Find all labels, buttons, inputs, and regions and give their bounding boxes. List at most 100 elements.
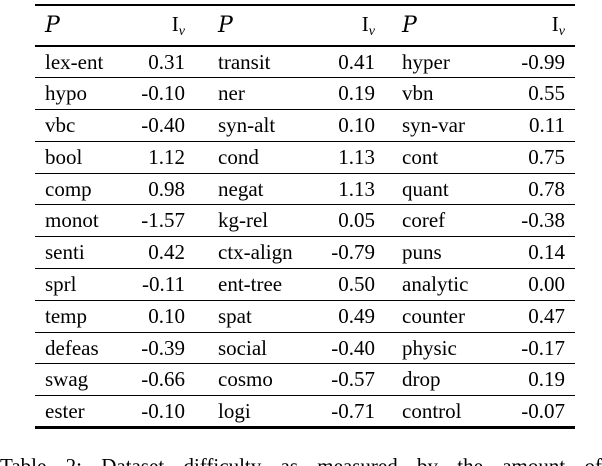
script-p-header: P xyxy=(375,5,500,47)
caption-word: the xyxy=(457,454,483,466)
table-row: comp 0.98 negat 1.13 quant 0.78 xyxy=(35,173,575,205)
phenomenon-cell: hyper xyxy=(402,49,450,74)
iv-value-cell: -0.99 xyxy=(521,49,565,74)
phenomenon-cell: ent-tree xyxy=(218,271,283,296)
phenomenon-cell: coref xyxy=(402,208,446,233)
iv-value-cell: 0.78 xyxy=(528,176,565,201)
iv-value-cell: 0.41 xyxy=(338,49,375,74)
phenomenon-cell: defeas xyxy=(45,335,99,360)
iv-value-cell: 0.11 xyxy=(529,112,565,137)
table-row: temp 0.10 spat 0.49 counter 0.47 xyxy=(35,300,575,333)
phenomenon-cell: logi xyxy=(218,398,251,423)
table-row: lex-ent 0.31 transit 0.41 hyper -0.99 xyxy=(35,46,575,78)
iv-value-cell: -0.66 xyxy=(141,367,185,392)
iv-value-cell: -0.07 xyxy=(521,398,565,423)
iv-value-cell: 0.10 xyxy=(338,112,375,137)
iv-value-cell: 0.10 xyxy=(148,303,185,328)
iv-value-cell: 0.47 xyxy=(528,303,565,328)
iv-value-cell: 0.14 xyxy=(528,240,565,265)
header-row: P Iv P Iv P Iv xyxy=(35,5,575,47)
phenomenon-cell: vbc xyxy=(45,112,76,137)
phenomenon-cell: sprl xyxy=(45,271,77,296)
iv-value-cell: 0.55 xyxy=(528,81,565,106)
phenomenon-cell: cosmo xyxy=(218,367,273,392)
phenomenon-cell: comp xyxy=(45,176,92,201)
caption-word: by xyxy=(417,454,438,466)
iv-value-cell: 0.42 xyxy=(148,240,185,265)
iv-value-cell: 0.00 xyxy=(528,271,565,296)
iv-value-cell: 0.19 xyxy=(338,81,375,106)
table-row: vbc -0.40 syn-alt 0.10 syn-var 0.11 xyxy=(35,110,575,142)
phenomenon-cell: spat xyxy=(218,303,252,328)
iv-value-cell: -0.11 xyxy=(142,271,185,296)
phenomenon-cell: transit xyxy=(218,49,271,74)
phenomenon-cell: drop xyxy=(402,367,441,392)
iv-value-cell: -1.57 xyxy=(141,208,185,233)
caption-word: amount xyxy=(502,454,566,466)
script-p-header: P xyxy=(35,5,140,47)
table-row: ester -0.10 logi -0.71 control -0.07 xyxy=(35,396,575,428)
iv-value-cell: 0.31 xyxy=(148,49,185,74)
iv-value-cell: -0.39 xyxy=(141,335,185,360)
phenomenon-cell: quant xyxy=(402,176,449,201)
iv-value-cell: -0.57 xyxy=(331,367,375,392)
table-row: senti 0.42 ctx-align -0.79 puns 0.14 xyxy=(35,237,575,269)
caption-word: Dataset xyxy=(101,454,165,466)
phenomenon-cell: temp xyxy=(45,303,87,328)
caption-word: measured xyxy=(317,454,398,466)
iv-value-cell: -0.17 xyxy=(521,335,565,360)
phenomenon-cell: swag xyxy=(45,367,89,392)
phenomenon-cell: cont xyxy=(402,144,439,169)
phenomenon-cell: bool xyxy=(45,144,83,169)
phenomenon-cell: counter xyxy=(402,303,465,328)
phenomenon-cell: puns xyxy=(402,240,442,265)
iv-value-cell: 1.13 xyxy=(338,144,375,169)
phenomenon-cell: analytic xyxy=(402,271,469,296)
iv-value-cell: 0.05 xyxy=(338,208,375,233)
phenomenon-cell: negat xyxy=(218,176,264,201)
iv-value-cell: -0.40 xyxy=(331,335,375,360)
iv-value-cell: 0.49 xyxy=(338,303,375,328)
table-row: swag -0.66 cosmo -0.57 drop 0.19 xyxy=(35,364,575,396)
phenomenon-cell: syn-var xyxy=(402,112,465,137)
caption-word: 2: xyxy=(65,454,82,466)
iv-value-cell: 0.50 xyxy=(338,271,375,296)
iv-value-cell: 0.98 xyxy=(148,176,185,201)
table-row: defeas -0.39 social -0.40 physic -0.17 xyxy=(35,332,575,364)
iv-value-cell: 1.13 xyxy=(338,176,375,201)
table-body: lex-ent 0.31 transit 0.41 hyper -0.99 hypo -0.1… xyxy=(35,46,575,428)
script-p-header: P xyxy=(185,5,318,47)
caption-word: Table xyxy=(0,454,47,466)
caption-word: difficulty xyxy=(183,454,262,466)
iv-value-cell: -0.71 xyxy=(331,398,375,423)
dataset-difficulty-table: P Iv P Iv P Iv lex-ent 0.31 transit 0.41 hyp… xyxy=(35,4,575,429)
phenomenon-cell: social xyxy=(218,335,267,360)
iv-value-cell: 0.19 xyxy=(528,367,565,392)
phenomenon-cell: ctx-align xyxy=(218,240,293,265)
iv-header: Iv xyxy=(500,5,575,47)
iv-header: Iv xyxy=(318,5,375,47)
iv-value-cell: -0.40 xyxy=(141,112,185,137)
iv-value-cell: -0.10 xyxy=(141,398,185,423)
phenomenon-cell: vbn xyxy=(402,81,434,106)
table-row: monot -1.57 kg-rel 0.05 coref -0.38 xyxy=(35,205,575,237)
iv-value-cell: -0.38 xyxy=(521,208,565,233)
phenomenon-cell: ester xyxy=(45,398,85,423)
phenomenon-cell: monot xyxy=(45,208,99,233)
table-row: bool 1.12 cond 1.13 cont 0.75 xyxy=(35,141,575,174)
table-row: sprl -0.11 ent-tree 0.50 analytic 0.00 xyxy=(35,269,575,301)
iv-value-cell: 0.75 xyxy=(528,144,565,169)
phenomenon-cell: ner xyxy=(218,81,245,106)
table-row: hypo -0.10 ner 0.19 vbn 0.55 xyxy=(35,78,575,110)
phenomenon-cell: cond xyxy=(218,144,259,169)
phenomenon-cell: control xyxy=(402,398,462,423)
table-caption: Table 2: Dataset difficulty as measured by the a… xyxy=(0,454,602,466)
table-header: P Iv P Iv P Iv xyxy=(35,5,575,47)
phenomenon-cell: kg-rel xyxy=(218,208,269,233)
phenomenon-cell: physic xyxy=(402,335,457,360)
caption-word: of xyxy=(584,454,602,466)
phenomenon-cell: lex-ent xyxy=(45,49,104,74)
caption-word: as xyxy=(280,454,299,466)
iv-value-cell: -0.79 xyxy=(331,240,375,265)
